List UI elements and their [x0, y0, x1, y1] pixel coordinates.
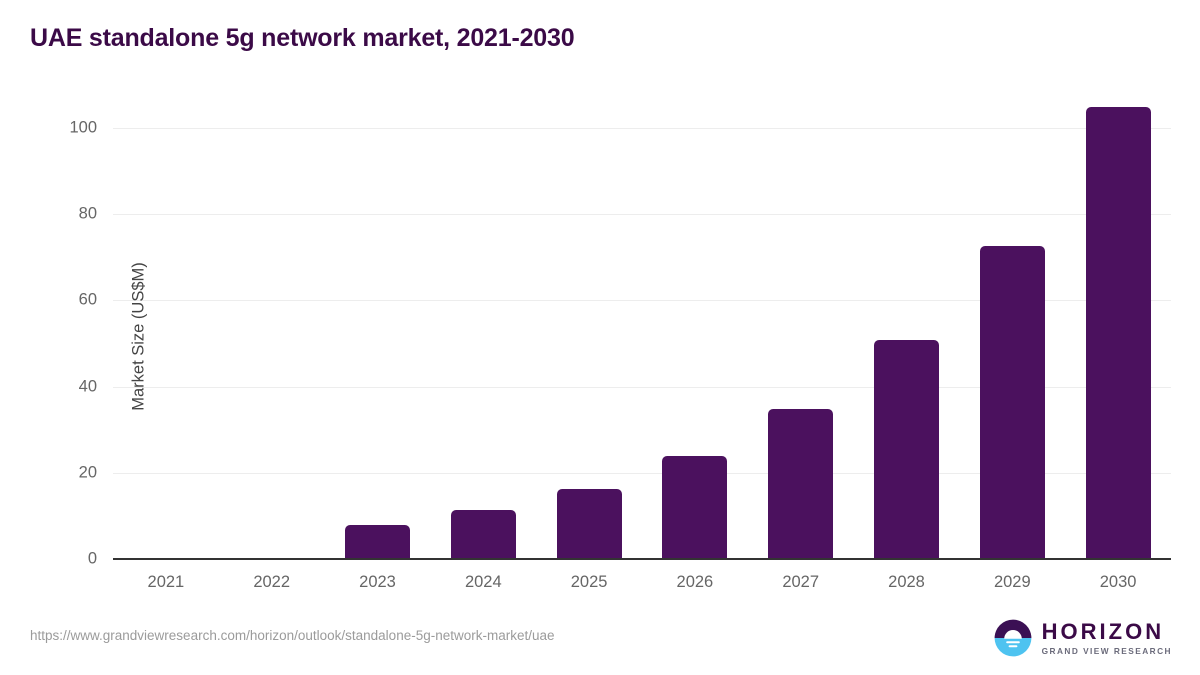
bar-2029[interactable] [979, 245, 1045, 559]
plot-area: Market Size (US$M) [113, 107, 1171, 559]
x-axis-tick-label: 2028 [888, 573, 925, 591]
bar-2026[interactable] [662, 456, 728, 559]
x-axis-tick-label: 2022 [253, 573, 291, 591]
bar-2024[interactable] [450, 509, 516, 559]
bar-2027[interactable] [768, 409, 834, 559]
x-axis-tick-label: 2030 [1099, 573, 1137, 591]
x-axis-tick-label: 2026 [676, 573, 714, 591]
y-axis-tick-label: 60 [78, 290, 97, 309]
x-axis-tick-label: 2023 [359, 573, 396, 591]
x-axis-tick-label: 2021 [147, 573, 185, 591]
gridline [113, 300, 1171, 302]
bar-2025[interactable] [556, 488, 622, 559]
x-axis-tick-label: 2029 [993, 573, 1031, 591]
gridline [113, 386, 1171, 388]
bar-series [113, 107, 1171, 559]
y-axis-title: Market Size (US$M) [129, 262, 148, 411]
x-axis-baseline [113, 558, 1171, 560]
y-axis-tick-label: 40 [78, 377, 97, 396]
logo-wordmark: HORIZON [1041, 618, 1165, 644]
page-title: UAE standalone 5g network market, 2021-2… [30, 24, 575, 52]
x-axis-tick-label: 2027 [782, 573, 820, 591]
gridline [113, 472, 1171, 474]
y-axis-tick-label: 100 [69, 118, 97, 137]
y-axis-tick-label: 0 [87, 549, 97, 568]
bar-2023[interactable] [345, 524, 410, 559]
gridline [113, 214, 1171, 216]
bar-2028[interactable] [874, 340, 939, 559]
logo-tagline: GRAND VIEW RESEARCH [1041, 645, 1172, 656]
x-axis-tick-label: 2024 [464, 573, 502, 591]
horizon-logo-text: HORIZON GRAND VIEW RESEARCH [1041, 618, 1172, 656]
y-axis-tick-label: 80 [78, 204, 97, 223]
x-axis-tick-label: 2025 [570, 573, 608, 591]
horizon-logo-icon [994, 619, 1032, 657]
gridline [113, 128, 1171, 129]
y-axis-tick-label: 20 [78, 463, 97, 482]
source-url[interactable]: https://www.grandviewresearch.com/horizo… [30, 628, 555, 643]
bar-2030[interactable] [1085, 107, 1151, 559]
horizon-logo: HORIZON GRAND VIEW RESEARCH [993, 618, 1172, 658]
